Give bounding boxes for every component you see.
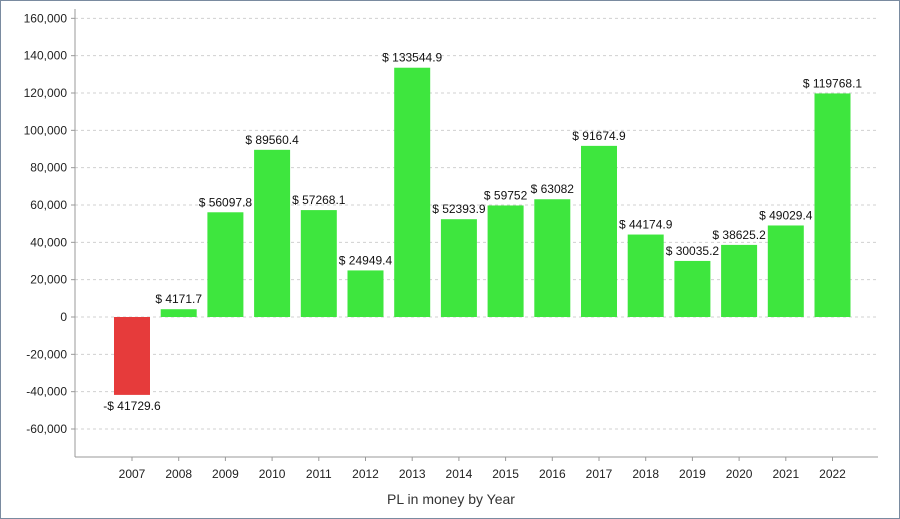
axes xyxy=(71,9,878,461)
bar-2010 xyxy=(254,149,291,317)
data-label-2020: $ 38625.2 xyxy=(712,228,766,242)
y-tick-label: 20,000 xyxy=(30,273,67,287)
bar-2012 xyxy=(347,270,384,317)
x-tick-label-2015: 2015 xyxy=(492,467,519,481)
y-tick-label: -20,000 xyxy=(26,347,67,361)
bar-2021 xyxy=(767,225,804,317)
y-tick-label: -40,000 xyxy=(26,385,67,399)
bar-2009 xyxy=(207,212,244,317)
x-tick-label-2011: 2011 xyxy=(306,467,332,481)
y-tick-label: 140,000 xyxy=(24,49,68,63)
x-tick-label-2007: 2007 xyxy=(119,467,146,481)
x-tick-label-2008: 2008 xyxy=(165,467,192,481)
y-tick-label: 0 xyxy=(60,310,67,324)
x-tick-labels: 2007 2008 2009 2010 2011 2012 2013 2014 2015 2016… xyxy=(119,467,847,481)
data-label-2011: $ 57268.1 xyxy=(292,193,346,207)
x-tick-label-2017: 2017 xyxy=(586,467,613,481)
data-label-2021: $ 49029.4 xyxy=(759,208,813,222)
x-tick-label-2014: 2014 xyxy=(446,467,473,481)
y-tick-label: -60,000 xyxy=(26,422,67,436)
data-labels: -$ 41729.6 $ 4171.7 $ 56097.8 $ 89560.4 $ 57… xyxy=(103,51,862,413)
data-label-2008: $ 4171.7 xyxy=(155,292,202,306)
bar-2013 xyxy=(394,67,431,317)
data-label-2007: -$ 41729.6 xyxy=(103,399,161,413)
data-label-2010: $ 89560.4 xyxy=(245,133,299,147)
y-tick-label: 40,000 xyxy=(30,235,67,249)
bar-2007 xyxy=(114,317,150,395)
bar-2016 xyxy=(534,199,571,317)
y-tick-label: 160,000 xyxy=(24,11,68,25)
y-tick-labels: 160,000 140,000 120,000 100,000 80,000 60,000… xyxy=(24,11,68,436)
data-label-2012: $ 24949.4 xyxy=(339,253,393,267)
x-tick-label-2020: 2020 xyxy=(726,467,753,481)
data-label-2017: $ 91674.9 xyxy=(572,129,626,143)
data-label-2018: $ 44174.9 xyxy=(619,218,673,232)
data-label-2019: $ 30035.2 xyxy=(666,244,720,258)
y-tick-label: 120,000 xyxy=(24,86,68,100)
x-tick-label-2021: 2021 xyxy=(772,467,799,481)
x-axis-title: PL in money by Year xyxy=(387,491,515,507)
bar-2017 xyxy=(581,145,617,317)
x-tick-label-2012: 2012 xyxy=(352,467,379,481)
bar-2011 xyxy=(300,210,337,317)
x-tick-label-2013: 2013 xyxy=(399,467,426,481)
y-tick-label: 100,000 xyxy=(24,123,68,137)
x-tick-label-2016: 2016 xyxy=(539,467,566,481)
data-label-2016: $ 63082 xyxy=(531,182,575,196)
y-tick-label: 80,000 xyxy=(30,161,67,175)
x-tick-label-2010: 2010 xyxy=(259,467,286,481)
bar-2019 xyxy=(674,260,711,317)
data-label-2009: $ 56097.8 xyxy=(199,195,253,209)
bar-2020 xyxy=(721,244,758,317)
bar-2014 xyxy=(440,219,477,317)
data-label-2013: $ 133544.9 xyxy=(382,51,442,65)
bars xyxy=(114,67,851,395)
x-tick-label-2018: 2018 xyxy=(632,467,659,481)
data-label-2022: $ 119768.1 xyxy=(803,76,862,90)
x-tick-label-2022: 2022 xyxy=(819,467,846,481)
x-tick-label-2009: 2009 xyxy=(212,467,239,481)
x-tick-label-2019: 2019 xyxy=(679,467,706,481)
bar-2008 xyxy=(160,309,197,317)
data-label-2015: $ 59752 xyxy=(484,188,528,202)
y-tick-label: 60,000 xyxy=(30,198,67,212)
bar-2018 xyxy=(627,234,664,317)
bar-2022 xyxy=(814,93,851,317)
data-label-2014: $ 52393.9 xyxy=(432,202,486,216)
bar-2015 xyxy=(487,205,524,317)
